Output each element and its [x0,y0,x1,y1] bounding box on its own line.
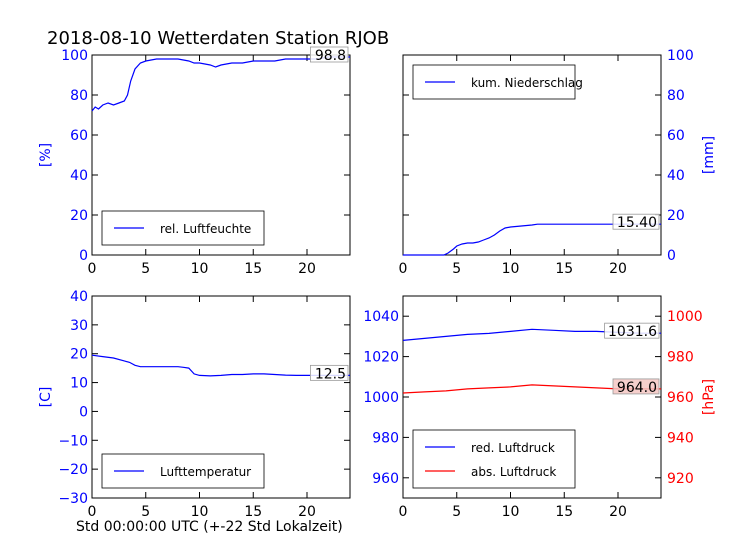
panel2-x-tick-label: 15 [555,261,573,277]
panel4-last-value-label: 964.0 [617,380,657,396]
panel3-last-value-label: 12.5 [315,366,346,382]
panel4-x-tick-label: 10 [502,504,520,520]
panel4-x-tick-label: 15 [555,504,573,520]
panel2-y-axis-label: [mm] [701,136,717,174]
panel3-x-tick-label: 5 [141,504,150,520]
panel3-x-tick-label: 20 [298,504,316,520]
panel4-y-axis-label: [hPa] [701,379,717,415]
panel3-y-tick-label: 40 [70,289,88,305]
panel3-y-tick-label: 20 [70,347,88,363]
panel2-y-tick-label: 20 [667,208,685,224]
panel4-legend-box [412,429,576,489]
x-axis-label: Std 00:00:00 UTC (+-22 Std Lokalzeit) [76,519,343,535]
panel1-y-axis-label: [%] [38,143,54,167]
panel3-legend-label: Lufttemperatur [160,465,251,479]
panel3-frame [91,295,351,499]
panel1-y-tick-label: 0 [79,248,88,264]
panel2-y-tick-label: 40 [667,168,685,184]
panel3-x-tick-label: 15 [244,504,262,520]
panel4-y-tick-label: 1020 [363,350,399,366]
panel2-x-tick-label: 0 [399,261,408,277]
panel1-x-tick-label: 20 [298,261,316,277]
panel4-y-tick-label: 1000 [363,390,399,406]
panel3-x-tick-label: 10 [191,504,209,520]
panel4-y-tick-label: 940 [667,430,694,446]
panel3-y-tick-label: 10 [70,376,88,392]
panel2-y-tick-label: 0 [667,248,676,264]
panel2-series-line [403,223,661,256]
panel1-y-tick-label: 80 [70,88,88,104]
panel2-y-tick-label: 60 [667,128,685,144]
panel2-last-value-label: 15.40 [617,215,657,231]
panel4-y-tick-label: 960 [372,471,399,487]
panel3-value-box [309,364,349,381]
panel3-series-line [91,354,350,377]
panel3-y-tick-label: −10 [58,433,88,449]
panel4-y-tick-label: 1040 [363,309,399,325]
panel2-x-tick-label: 10 [502,261,520,277]
panel1-y-tick-label: 40 [70,168,88,184]
panel1-series-line [91,56,350,112]
panel4-y-tick-label: 980 [372,430,399,446]
panel3-y-axis-label: [C] [38,387,54,408]
panel4-x-tick-label: 0 [399,504,408,520]
panel4-legend-label: abs. Luftdruck [471,465,556,479]
panel1-x-tick-label: 15 [244,261,262,277]
panel2-y-tick-label: 80 [667,88,685,104]
panel3-y-tick-label: −30 [58,491,88,507]
panel4-x-tick-label: 5 [452,504,461,520]
panel4-y-tick-label: 920 [667,471,694,487]
panel1-x-tick-label: 0 [88,261,97,277]
panel4-y-tick-label: 960 [667,390,694,406]
panel1-y-tick-label: 20 [70,208,88,224]
panel4-legend-label: red. Luftdruck [471,441,555,455]
panel4-y-tick-label: 980 [667,350,694,366]
panel1-frame [91,54,351,256]
chart-title: 2018-08-10 Wetterdaten Station RJOB [47,28,389,49]
panel2-x-tick-label: 5 [452,261,461,277]
panel2-legend-label: kum. Niederschlag [471,76,583,90]
panel1-y-tick-label: 60 [70,128,88,144]
panel1-last-value-label: 98.8 [315,48,346,64]
panel2-value-box [612,213,660,230]
panel4-x-tick-label: 20 [609,504,627,520]
panel1-x-tick-label: 10 [191,261,209,277]
panel4-value-box [612,378,660,395]
panel2-x-tick-label: 20 [609,261,627,277]
panel4-last-value-label: 1031.6 [608,324,657,340]
panel3-y-tick-label: 0 [79,404,88,420]
panel3-x-tick-label: 0 [88,504,97,520]
panel1-y-tick-label: 100 [61,48,88,64]
panel1-legend-label: rel. Luftfeuchte [160,222,251,236]
panel3-y-tick-label: −20 [58,462,88,478]
panel4-value-box [604,322,660,339]
panel2-frame [402,54,662,256]
panel1-x-tick-label: 5 [141,261,150,277]
panel2-y-tick-label: 100 [667,48,694,64]
panel1-value-box [309,46,349,63]
panel3-y-tick-label: 30 [70,318,88,334]
panel4-y-tick-label: 1000 [667,309,703,325]
